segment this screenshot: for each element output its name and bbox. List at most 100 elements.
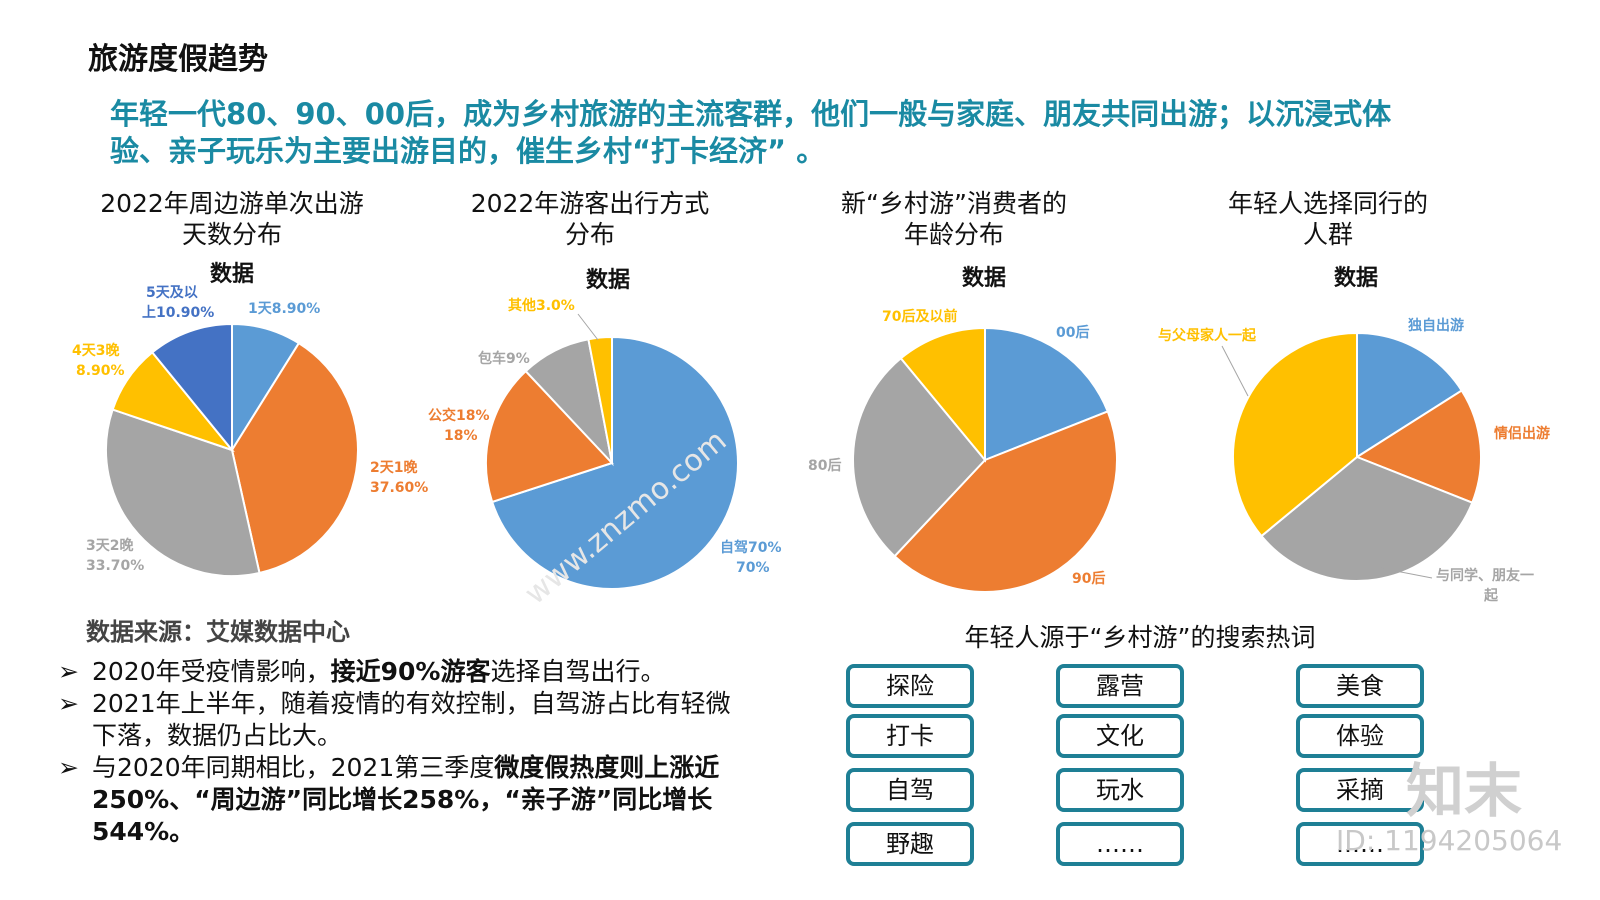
pie4-labels: 独自出游 情侣出游 与同学、朋友一起 与父母家人一起 — [1158, 317, 1550, 604]
chart4-subtitle: 数据 — [1333, 266, 1378, 291]
page-title: 旅游度假趋势 — [88, 42, 268, 77]
chart2-title: 2022年游客出行方式 分布 — [440, 188, 740, 250]
pie3-label-70: 70后及以前 — [882, 308, 957, 325]
pie2-label-selfdrive: 自驾70% 70% — [720, 539, 782, 576]
pie1-label-3day-a: 3天2晚 — [86, 537, 133, 554]
chart3-title-line2: 年龄分布 — [903, 220, 1004, 249]
bullet-3-bold: 微度假热度则上涨近250%、“周边游”同比增长258%，“亲子游”同比增长544… — [92, 753, 720, 846]
pie2-slice-2 — [485, 369, 614, 504]
pie3-label-00: 00后 — [1056, 324, 1089, 341]
pie1-label-5day-a: 5天及以 — [146, 285, 198, 301]
keyword-tag: 采摘 — [1296, 768, 1424, 812]
keyword-tag: 美食 — [1296, 664, 1424, 708]
chart4-title: 年轻人选择同行的 人群 — [1178, 188, 1478, 250]
pie2-label-other: 其他3.0% — [508, 297, 575, 314]
keywords-title: 年轻人源于“乡村游”的搜索热词 — [964, 623, 1316, 652]
pie1-label-3day-b: 33.70% — [86, 558, 144, 574]
data-source: 数据来源：艾媒数据中心 — [86, 618, 350, 646]
chart1-title-line2: 天数分布 — [181, 220, 282, 249]
pie3-slice-3 — [852, 356, 987, 558]
pie-chart-3 — [852, 326, 1118, 593]
pie1-label-4day-a: 4天3晚 — [72, 342, 119, 359]
chart1-subtitle: 数据 — [209, 262, 254, 287]
pie4-slice-2 — [1354, 389, 1482, 504]
pie1-label-1day: 1天8.90% — [248, 301, 320, 317]
keyword-tag: 野趣 — [846, 822, 974, 866]
pie2-leader-other — [577, 313, 599, 341]
pie1-label-2day-a: 2天1晚 — [370, 459, 417, 476]
keyword-tag: …… — [1056, 822, 1184, 866]
watermark-logo: 知末 — [1406, 757, 1523, 825]
pie4-leader-family — [1221, 345, 1249, 397]
pie1-label-5day-b: 上10.90% — [142, 305, 214, 321]
pie2-label-bus-b: 18% — [444, 428, 478, 444]
bullet-3-pre: 与2020年同期相比，2021第三季度 — [92, 753, 495, 782]
pie4-slice-1 — [1356, 331, 1464, 459]
chart1-title: 2022年周边游单次出游 天数分布 — [82, 188, 382, 250]
pie4-label-friends-b: 起 — [1483, 587, 1499, 604]
bullet-arrow-icon: ➢ — [58, 689, 79, 718]
pie1-label-2day-b: 37.60% — [370, 480, 428, 496]
pie3-label-80: 80后 — [808, 457, 841, 474]
pie4-slice-4 — [1232, 331, 1358, 538]
pie2-slice-4 — [587, 335, 613, 464]
keyword-tag: 玩水 — [1056, 768, 1184, 812]
chart4-title-line1: 年轻人选择同行的 — [1227, 189, 1428, 218]
pie4-leader-friends — [1379, 567, 1433, 579]
pie1-label-4day: 4天3晚 8.90% — [72, 342, 125, 379]
pie4-label-family: 与父母家人一起 — [1158, 327, 1257, 344]
bullet-arrow-icon: ➢ — [58, 753, 79, 782]
bullet-arrow-icon: ➢ — [58, 657, 79, 686]
pie2-labels: 自驾70% 70% 公交18% 18% 包车9% 其他3.0% — [428, 297, 782, 576]
pie1-label-4day-b: 8.90% — [76, 363, 125, 379]
pie3-slice-4 — [899, 326, 986, 463]
pie4-slice-3 — [1260, 455, 1474, 582]
bullet-1-pre: 2020年受疫情影响， — [92, 657, 331, 686]
chart2-title-line1: 2022年游客出行方式 — [470, 189, 710, 218]
pie-chart-4 — [1232, 331, 1482, 582]
keyword-tag: 探险 — [846, 664, 974, 708]
pie4-label-couple: 情侣出游 — [1494, 425, 1550, 442]
pie3-slice-1 — [984, 326, 1110, 462]
pie-chart-2 — [485, 335, 739, 590]
pie4-label-friends-a: 与同学、朋友一 — [1436, 567, 1534, 584]
pie1-labels: 1天8.90% 2天1晚 37.60% 3天2晚 33.70% 4天3晚 8.90% … — [72, 285, 428, 574]
pie4-label-alone: 独自出游 — [1408, 317, 1464, 334]
chart1-title-line1: 2022年周边游单次出游 — [100, 189, 364, 218]
chart3-title-line1: 新“乡村游”消费者的 — [841, 189, 1067, 218]
keyword-tag: 体验 — [1296, 714, 1424, 758]
pie3-slice-2 — [893, 410, 1118, 593]
pie1-slice-3 — [105, 408, 261, 578]
pie1-slice-2 — [230, 341, 359, 575]
pie3-labels: 00后 90后 80后 70后及以前 — [808, 308, 1105, 587]
keyword-tag: 露营 — [1056, 664, 1184, 708]
pie-chart-1 — [105, 322, 359, 578]
pie2-label-charter: 包车9% — [478, 350, 530, 367]
pie4-label-friends: 与同学、朋友一起 — [1436, 567, 1534, 604]
pie1-slice-5 — [150, 322, 233, 453]
subtitle-line-2: 验、亲子玩乐为主要出游目的，催生乡村“打卡经济” 。 — [110, 134, 826, 168]
pie1-label-3day: 3天2晚 33.70% — [86, 537, 144, 574]
pie3-label-90: 90后 — [1072, 570, 1105, 587]
chart2-subtitle: 数据 — [585, 268, 630, 293]
chart3-title: 新“乡村游”消费者的 年龄分布 — [804, 188, 1104, 250]
keyword-tag: 自驾 — [846, 768, 974, 812]
bullet-2-text: 2021年上半年，随着疫情的有效控制，自驾游占比有轻微下落，数据仍占比大。 — [92, 689, 731, 750]
pie2-slice-1 — [490, 335, 739, 590]
pie2-label-bus-a: 公交18% — [428, 407, 490, 424]
pie2-label-selfdrive-b: 70% — [736, 560, 770, 576]
bullet-1-text: 2020年受疫情影响，接近90%游客选择自驾出行。 — [92, 656, 732, 688]
chart2-title-line2: 分布 — [564, 220, 615, 249]
watermark-id: ID: 1194205064 — [1336, 824, 1563, 857]
pie2-label-selfdrive-a: 自驾70% — [720, 539, 782, 556]
chart4-title-line2: 人群 — [1302, 220, 1353, 249]
keyword-tag: 文化 — [1056, 714, 1184, 758]
pie1-label-2day: 2天1晚 37.60% — [370, 459, 428, 496]
bullet-3-text: 与2020年同期相比，2021第三季度微度假热度则上涨近250%、“周边游”同比… — [92, 752, 732, 848]
pie2-label-bus: 公交18% 18% — [428, 407, 490, 444]
keyword-tag: 打卡 — [846, 714, 974, 758]
bullet-1-bold: 接近90%游客 — [330, 657, 491, 686]
keyword-tag: …… — [1296, 822, 1424, 866]
pie1-label-5day: 5天及以上10.90% — [142, 285, 214, 321]
